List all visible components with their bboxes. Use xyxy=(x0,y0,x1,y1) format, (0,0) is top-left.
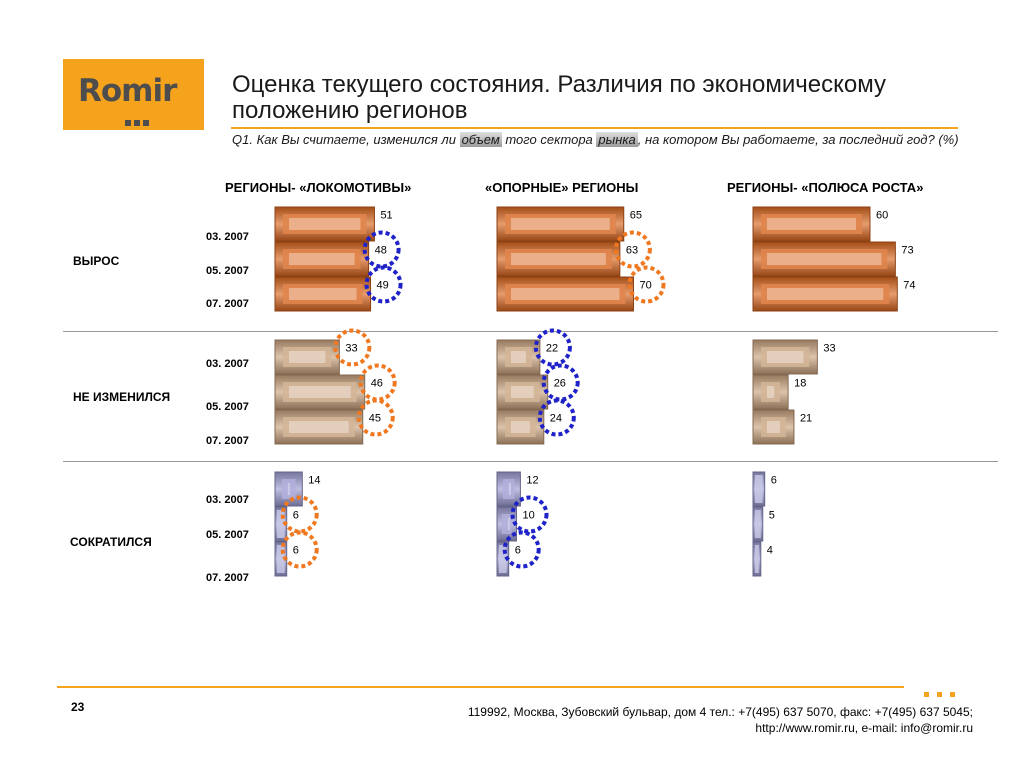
bar xyxy=(752,241,896,277)
bar-value-label: 21 xyxy=(800,413,812,425)
highlight-circle xyxy=(280,495,319,534)
bar-value-label: 63 xyxy=(626,245,638,257)
period-tick-label: 07. 2007 xyxy=(206,435,249,447)
bar-value-label: 14 xyxy=(308,475,320,487)
bar-value-label: 33 xyxy=(345,343,357,355)
highlight-circle xyxy=(358,363,397,402)
bar-value-label: 48 xyxy=(375,245,387,257)
bar xyxy=(274,276,372,312)
bar-value-label: 51 xyxy=(380,210,392,222)
highlight-circle xyxy=(502,530,541,569)
highlight-circle xyxy=(333,328,372,367)
footer-contacts: 119992, Москва, Зубовский бульвар, дом 4… xyxy=(468,704,973,736)
bar-value-label: 49 xyxy=(377,280,389,292)
footer-dots-icon xyxy=(924,684,963,702)
bar-value-label: 6 xyxy=(293,545,299,557)
bar xyxy=(496,206,625,242)
page-title: Оценка текущего состояния. Различия по э… xyxy=(232,71,886,124)
bar-value-label: 5 xyxy=(769,510,775,522)
highlight-circle xyxy=(541,363,580,402)
title-divider xyxy=(231,127,958,129)
bar-value-label: 6 xyxy=(515,545,521,557)
bar xyxy=(496,374,549,410)
bar xyxy=(752,471,766,507)
logo-text: Romir xyxy=(78,73,177,109)
period-tick-label: 05. 2007 xyxy=(206,529,249,541)
logo-dots-icon xyxy=(125,113,152,131)
bar xyxy=(274,471,303,507)
page-number: 23 xyxy=(71,700,85,714)
bar-value-label: 33 xyxy=(823,343,835,355)
bar xyxy=(752,506,764,542)
group-divider-2 xyxy=(63,461,998,462)
column-header-growth-poles: РЕГИОНЫ- «ПОЛЮСА РОСТА» xyxy=(727,180,924,195)
highlight-circle xyxy=(362,230,401,269)
highlight-circle xyxy=(627,265,666,304)
bar xyxy=(274,374,366,410)
bar xyxy=(496,339,541,375)
bar xyxy=(752,541,762,577)
bar xyxy=(496,241,621,277)
question-part-1: Q1. Как Вы считаете, изменился ли xyxy=(232,132,460,147)
bar xyxy=(274,241,370,277)
column-header-locomotives: РЕГИОНЫ- «ЛОКОМОТИВЫ» xyxy=(225,180,412,195)
question-part-3: , на котором Вы работаете, за последний … xyxy=(637,132,959,147)
column-header-core: «ОПОРНЫЕ» РЕГИОНЫ xyxy=(485,180,639,195)
period-tick-label: 07. 2007 xyxy=(206,298,249,310)
bar-value-label: 6 xyxy=(771,475,777,487)
bar xyxy=(752,339,818,375)
bar-value-label: 22 xyxy=(546,343,558,355)
period-tick-label: 03. 2007 xyxy=(206,358,249,370)
bar xyxy=(752,409,795,445)
bar-value-label: 4 xyxy=(767,545,773,557)
bar xyxy=(274,339,340,375)
bar xyxy=(752,276,898,312)
bar-value-label: 18 xyxy=(794,378,806,390)
bar xyxy=(274,409,364,445)
footer-address: 119992, Москва, Зубовский бульвар, дом 4… xyxy=(467,705,973,719)
highlight-circle xyxy=(533,328,572,367)
bar-value-label: 60 xyxy=(876,210,888,222)
bar-value-label: 73 xyxy=(901,245,913,257)
period-tick-label: 05. 2007 xyxy=(206,401,249,413)
bar-value-label: 65 xyxy=(630,210,642,222)
bar xyxy=(496,276,634,312)
period-tick-label: 05. 2007 xyxy=(206,265,249,277)
period-tick-label: 07. 2007 xyxy=(206,572,249,584)
group-divider-1 xyxy=(63,331,998,332)
footer-web-email: http://www.romir.ru, e-mail: info@romir.… xyxy=(755,721,973,735)
bar xyxy=(496,471,521,507)
row-label-decreased: СОКРАТИЛСЯ xyxy=(70,535,152,549)
highlight-circle xyxy=(537,398,576,437)
bar-value-label: 74 xyxy=(903,280,915,292)
bar xyxy=(752,206,871,242)
romir-logo: Romir xyxy=(63,59,204,130)
bar xyxy=(752,374,789,410)
bar-value-label: 24 xyxy=(550,413,562,425)
footer-divider xyxy=(57,686,904,688)
highlight-circle xyxy=(613,230,652,269)
bar-value-label: 10 xyxy=(523,510,535,522)
highlight-circle xyxy=(356,398,395,437)
period-tick-label: 03. 2007 xyxy=(206,231,249,243)
bar-value-label: 70 xyxy=(640,280,652,292)
row-label-unchanged: НЕ ИЗМЕНИЛСЯ xyxy=(73,390,171,404)
highlight-circle xyxy=(364,265,403,304)
question-text: Q1. Как Вы считаете, изменился ли объем … xyxy=(232,132,967,148)
question-highlight-volume: объем xyxy=(459,132,502,147)
highlight-circle xyxy=(510,495,549,534)
bar xyxy=(496,409,545,445)
period-tick-label: 03. 2007 xyxy=(206,494,249,506)
bar-value-label: 12 xyxy=(526,475,538,487)
highlight-circle xyxy=(280,530,319,569)
question-highlight-market: рынка xyxy=(596,132,638,147)
bar xyxy=(274,206,375,242)
bar-value-label: 6 xyxy=(293,510,299,522)
bar-value-label: 26 xyxy=(554,378,566,390)
question-part-2: того сектора xyxy=(501,132,597,147)
row-label-grew: ВЫРОС xyxy=(73,254,120,268)
bar-value-label: 45 xyxy=(369,413,381,425)
bar-value-label: 46 xyxy=(371,378,383,390)
